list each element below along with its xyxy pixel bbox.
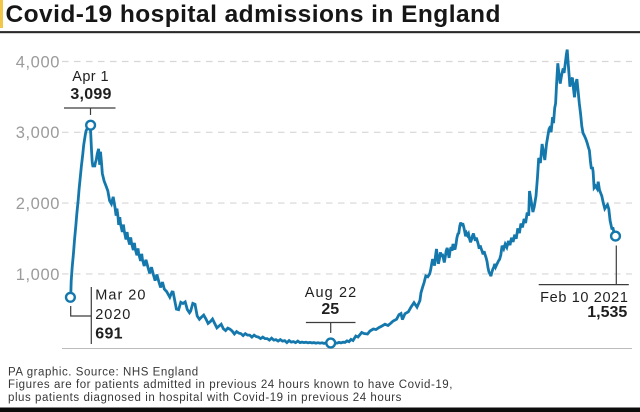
svg-text:3,000: 3,000 <box>16 124 60 142</box>
svg-text:691: 691 <box>95 326 122 343</box>
svg-text:Apr 1: Apr 1 <box>72 69 109 85</box>
svg-text:Aug 22: Aug 22 <box>305 285 358 301</box>
svg-text:2020: 2020 <box>95 307 131 323</box>
svg-text:1,535: 1,535 <box>587 304 627 321</box>
svg-text:plus patients diagnosed in hos: plus patients diagnosed in hospital with… <box>8 392 402 404</box>
svg-text:1,000: 1,000 <box>16 266 60 284</box>
svg-text:PA graphic. Source: NHS Englan: PA graphic. Source: NHS England <box>8 367 199 379</box>
svg-text:3,099: 3,099 <box>70 86 111 103</box>
svg-text:25: 25 <box>321 301 339 318</box>
svg-text:2,000: 2,000 <box>16 195 60 213</box>
svg-text:Figures are for patients admit: Figures are for patients admitted in pre… <box>8 379 453 391</box>
svg-text:Feb 10 2021: Feb 10 2021 <box>540 290 628 306</box>
svg-text:Mar 20: Mar 20 <box>95 288 146 304</box>
svg-text:4,000: 4,000 <box>16 53 60 71</box>
svg-text:Covid-19 hospital admissions i: Covid-19 hospital admissions in England <box>6 1 501 28</box>
